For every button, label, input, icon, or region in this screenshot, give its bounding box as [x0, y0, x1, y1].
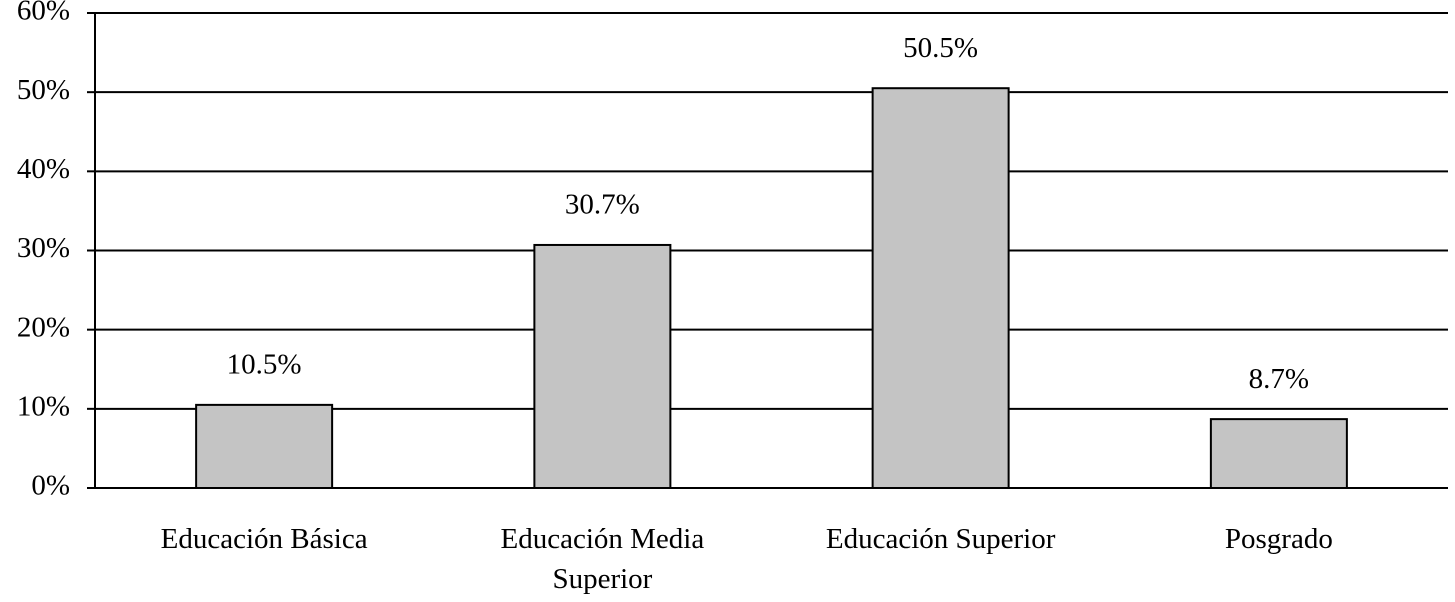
value-label: 50.5%	[903, 32, 978, 64]
y-tick-label: 20%	[17, 311, 70, 343]
value-label: 30.7%	[565, 189, 640, 221]
x-tick-label: Posgrado	[1224, 523, 1333, 555]
bar	[533, 243, 672, 489]
y-tick-label: 40%	[17, 153, 70, 185]
bar	[1209, 418, 1348, 489]
y-tick-label: 0%	[31, 470, 70, 502]
x-tick-label: Educación Media Superior	[500, 523, 705, 595]
bar	[195, 403, 334, 489]
y-tick-label: 10%	[17, 390, 70, 422]
y-tick-label: 30%	[17, 232, 70, 264]
x-tick-label: Educación Superior	[825, 523, 1056, 555]
value-label: 10.5%	[227, 349, 302, 381]
y-tick-label: 50%	[17, 74, 70, 106]
value-label: 8.7%	[1249, 363, 1309, 395]
y-tick-label: 60%	[17, 0, 70, 27]
x-tick-label: Educación Básica	[160, 523, 368, 555]
bar	[871, 87, 1010, 489]
